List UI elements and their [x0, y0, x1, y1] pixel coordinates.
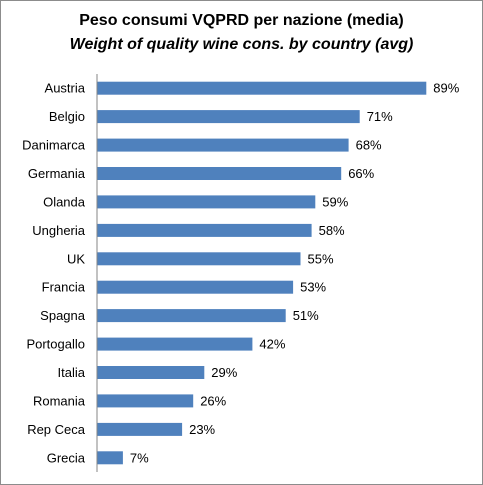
data-label: 7%	[130, 450, 149, 465]
chart-title: Peso consumi VQPRD per nazione (media)	[79, 12, 404, 29]
category-labels-group: Austria Belgio Danimarca Germania Olanda Ungh…	[22, 81, 86, 466]
data-label: 51%	[293, 308, 319, 323]
category-label: Austria	[45, 81, 86, 96]
category-label: Italia	[58, 365, 86, 380]
bar-portogallo	[97, 337, 253, 351]
data-label: 59%	[322, 194, 348, 209]
bar-uk	[97, 252, 301, 266]
data-labels-group: 89% 71% 68% 66%59% 58% 55% 53% 51% 42% 29% 26% 23% 7…	[130, 81, 460, 466]
bar-francia	[97, 280, 294, 294]
category-label: Belgio	[49, 109, 85, 124]
category-label: Grecia	[47, 450, 86, 465]
bar-germania	[97, 167, 342, 180]
bars-group	[97, 81, 427, 465]
category-label: Francia	[42, 280, 86, 295]
category-label: Rep Ceca	[27, 422, 86, 437]
data-label: 68%	[356, 138, 382, 153]
data-label: 53%	[300, 280, 326, 295]
data-label: 26%	[200, 393, 226, 408]
category-label: Danimarca	[22, 138, 86, 153]
data-label: 29%	[211, 365, 237, 380]
data-label: 42%	[259, 337, 285, 352]
data-label: 89%	[433, 81, 459, 96]
chart-subtitle: Weight of quality wine cons. by country …	[69, 36, 414, 53]
data-label: 71%	[367, 109, 393, 124]
category-label: Portogallo	[26, 337, 85, 352]
bar-italia	[97, 366, 205, 379]
bar-spagna	[97, 309, 286, 323]
data-label: 23%	[189, 422, 215, 437]
category-label: Romania	[33, 393, 86, 408]
bar-rep-ceca	[97, 422, 183, 436]
bar-danimarca	[97, 138, 349, 152]
bar-ungheria	[97, 223, 312, 237]
bar-belgio	[97, 110, 360, 124]
bar-romania	[97, 394, 194, 408]
data-label: 55%	[308, 251, 334, 266]
bar-austria	[97, 81, 427, 95]
category-label: Olanda	[43, 194, 86, 209]
category-label: Ungheria	[32, 223, 86, 238]
category-label: UK	[67, 251, 85, 266]
category-label: Germania	[28, 166, 86, 181]
data-label: 66%	[348, 166, 374, 181]
bar-grecia	[97, 451, 123, 465]
category-label: Spagna	[40, 308, 86, 323]
bar-olanda	[97, 195, 316, 209]
data-label: 58%	[319, 223, 345, 238]
